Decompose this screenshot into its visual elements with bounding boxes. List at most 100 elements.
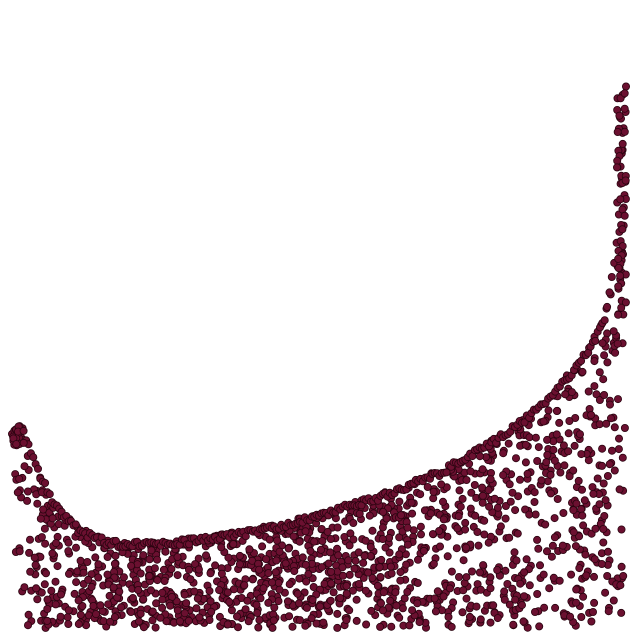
- scatter-point: [459, 586, 468, 595]
- scatter-point: [148, 607, 157, 616]
- scatter-point: [615, 111, 624, 120]
- scatter-point: [40, 580, 49, 589]
- scatter-point: [211, 561, 220, 570]
- scatter-point: [318, 537, 327, 546]
- scatter-point: [158, 603, 167, 612]
- scatter-point: [317, 563, 326, 572]
- scatter-point: [64, 538, 73, 547]
- scatter-point: [386, 562, 395, 571]
- scatter-point: [413, 579, 422, 588]
- scatter-point: [578, 367, 587, 376]
- scatter-point: [605, 288, 614, 297]
- scatter-point: [539, 417, 548, 426]
- scatter-point: [111, 551, 120, 560]
- scatter-point: [298, 553, 307, 562]
- scatter-point: [382, 514, 391, 523]
- scatter-point: [76, 556, 85, 565]
- scatter-point: [355, 509, 364, 518]
- scatter-point: [610, 423, 619, 432]
- scatter-point: [416, 522, 425, 531]
- scatter-point: [24, 610, 33, 619]
- scatter-point: [543, 450, 552, 459]
- scatter-point: [19, 426, 28, 435]
- scatter-point: [476, 615, 485, 624]
- scatter-point: [350, 564, 359, 573]
- scatter-point: [525, 581, 534, 590]
- scatter-point: [430, 594, 439, 603]
- scatter-point: [233, 623, 242, 632]
- scatter-point: [590, 572, 599, 581]
- scatter-point: [567, 388, 576, 397]
- scatter-point: [501, 566, 510, 575]
- scatter-point: [106, 617, 115, 626]
- scatter-point: [344, 556, 353, 565]
- scatter-point: [76, 610, 85, 619]
- scatter-point: [516, 475, 525, 484]
- scatter-point: [461, 518, 470, 527]
- scatter-point: [25, 548, 34, 557]
- scatter-point: [48, 549, 57, 558]
- scatter-point: [510, 548, 519, 557]
- scatter-point: [493, 614, 502, 623]
- scatter-point: [530, 497, 539, 506]
- scatter-point: [352, 616, 361, 625]
- scatter-point: [316, 602, 325, 611]
- scatter-point: [500, 595, 509, 604]
- scatter-point: [334, 551, 343, 560]
- scatter-point: [354, 580, 363, 589]
- scatter-point: [447, 567, 456, 576]
- scatter-point: [359, 558, 368, 567]
- scatter-point: [103, 570, 112, 579]
- scatter-point: [152, 599, 161, 608]
- scatter-point: [521, 505, 530, 514]
- scatter-point: [329, 588, 338, 597]
- scatter-point: [462, 475, 471, 484]
- scatter-point: [145, 572, 154, 581]
- scatter-point: [609, 596, 618, 605]
- scatter-point: [12, 440, 21, 449]
- scatter-point: [375, 563, 384, 572]
- scatter-point: [71, 520, 80, 529]
- scatter-point: [36, 514, 45, 523]
- scatter-point: [559, 508, 568, 517]
- scatter-point: [195, 613, 204, 622]
- scatter-point: [521, 440, 530, 449]
- scatter-point: [499, 471, 508, 480]
- scatter-point: [96, 601, 105, 610]
- scatter-point: [74, 620, 83, 629]
- scatter-point: [552, 430, 561, 439]
- scatter-point: [447, 622, 456, 631]
- scatter-point: [53, 562, 62, 571]
- scatter-point: [180, 609, 189, 618]
- scatter-point: [184, 616, 193, 625]
- scatter-point: [109, 583, 118, 592]
- scatter-point: [360, 552, 369, 561]
- scatter-point: [575, 564, 584, 573]
- scatter-point: [617, 525, 626, 534]
- scatter-point: [419, 546, 428, 555]
- scatter-point: [485, 502, 494, 511]
- scatter-point: [302, 577, 311, 586]
- scatter-point: [20, 462, 29, 471]
- scatter-point: [590, 555, 599, 564]
- scatter-point: [461, 525, 470, 534]
- scatter-point: [153, 555, 162, 564]
- scatter-point: [338, 563, 347, 572]
- scatter-point: [616, 195, 625, 204]
- scatter-point: [522, 555, 531, 564]
- scatter-point: [462, 573, 471, 582]
- scatter-point: [480, 530, 489, 539]
- scatter-point: [547, 552, 556, 561]
- scatter-point: [550, 514, 559, 523]
- scatter-point: [158, 588, 167, 597]
- scatter-point: [613, 127, 622, 136]
- scatter-point: [117, 603, 126, 612]
- scatter-point: [408, 509, 417, 518]
- scatter-point: [284, 544, 293, 553]
- scatter-point: [511, 595, 520, 604]
- scatter-point: [273, 536, 282, 545]
- scatter-point: [264, 598, 273, 607]
- scatter-point: [274, 597, 283, 606]
- scatter-point: [473, 528, 482, 537]
- scatter-point: [467, 567, 476, 576]
